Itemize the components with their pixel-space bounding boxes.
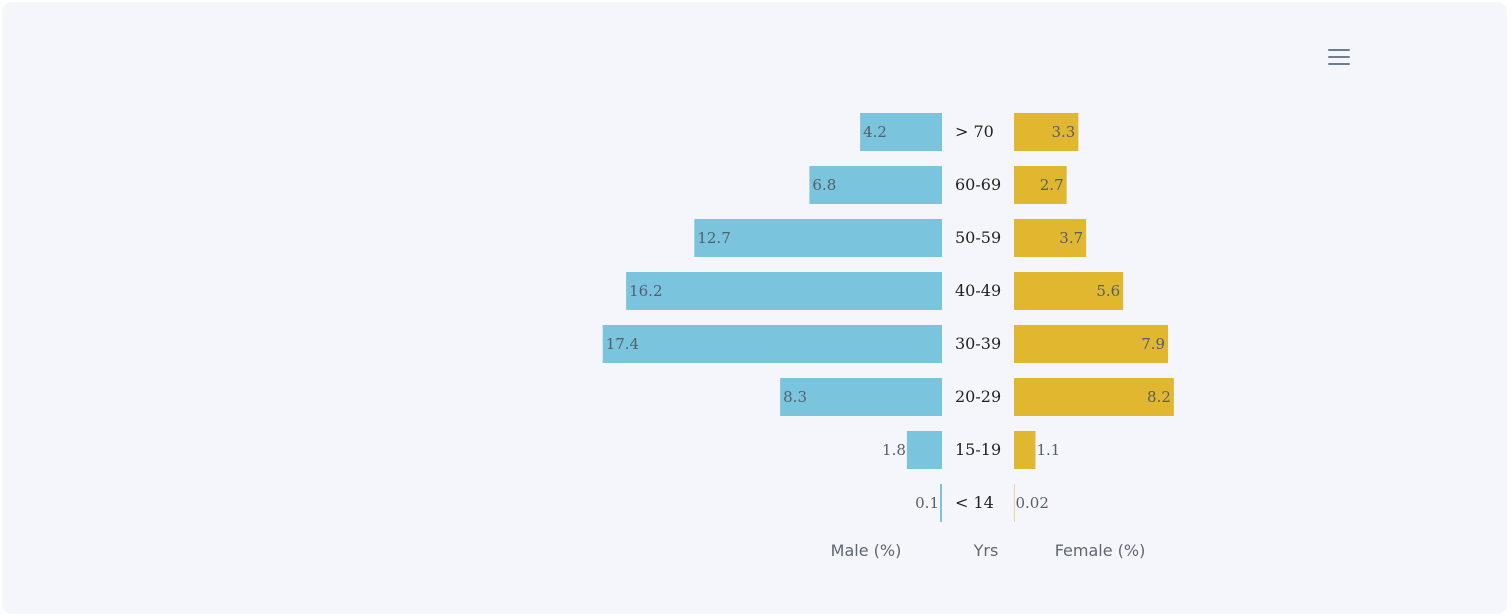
male-value-label: 0.1 [915,494,939,512]
age-category-label: 20-29 [955,387,1001,406]
female-value-label: 3.7 [1059,229,1083,247]
male-value-label: 6.8 [812,176,836,194]
female-value-label: 0.02 [1016,494,1049,512]
male-value-label: 17.4 [606,335,639,353]
male-axis-label: Male (%) [831,541,902,560]
female-value-label: 2.7 [1040,176,1064,194]
female-value-label: 1.1 [1036,441,1060,459]
age-category-label: 15-19 [955,440,1001,459]
female-value-label: 5.6 [1096,282,1120,300]
female-bar[interactable] [1014,219,1087,257]
male-value-label: 8.3 [783,388,807,406]
female-bar[interactable] [1014,484,1015,522]
male-bar[interactable] [626,272,942,310]
female-value-label: 8.2 [1147,388,1171,406]
age-category-label: > 70 [955,122,994,141]
female-value-label: 7.9 [1141,335,1165,353]
male-bar[interactable] [940,484,942,522]
years-axis-label: Yrs [973,541,999,560]
male-value-label: 1.8 [882,441,906,459]
female-value-label: 3.3 [1051,123,1075,141]
male-bar[interactable] [780,378,942,416]
female-bar[interactable] [1014,378,1174,416]
female-axis-label: Female (%) [1055,541,1146,560]
male-bar[interactable] [860,113,942,151]
female-bar[interactable] [1014,272,1124,310]
male-value-label: 16.2 [629,282,662,300]
male-bar[interactable] [602,325,942,363]
male-bar[interactable] [906,431,942,469]
male-value-label: 4.2 [863,123,887,141]
female-bar[interactable] [1014,166,1067,204]
male-bar[interactable] [694,219,942,257]
age-category-label: 50-59 [955,228,1001,247]
male-bar[interactable] [809,166,942,204]
age-category-label: 60-69 [955,175,1001,194]
chart-menu-button[interactable] [1322,42,1354,72]
age-category-label: < 14 [955,493,994,512]
male-value-label: 12.7 [697,229,730,247]
age-category-label: 40-49 [955,281,1001,300]
female-bar[interactable] [1014,431,1036,469]
female-bar[interactable] [1014,325,1169,363]
age-category-label: 30-39 [955,334,1001,353]
female-bar[interactable] [1014,113,1079,151]
